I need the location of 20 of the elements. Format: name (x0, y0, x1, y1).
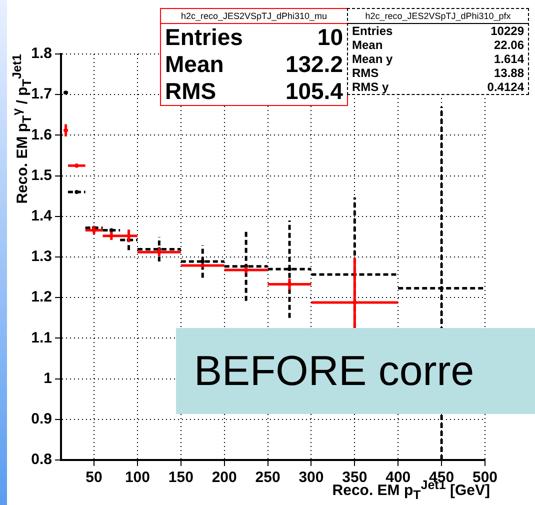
y-tick-label: 1.4 (31, 208, 53, 225)
y-tick-label: 1.5 (31, 166, 52, 184)
x-tick-label: 300 (298, 469, 324, 486)
y-tick-label: 1.3 (31, 248, 52, 266)
y-tick-label: 1.8 (31, 45, 52, 62)
y-tick-label: 1.6 (31, 126, 52, 144)
annotation: BEFORE corre (176, 328, 535, 414)
x-tick-label: 200 (212, 469, 237, 486)
y-tick-label: 1.1 (31, 329, 52, 346)
y-tick-label: 0.9 (31, 410, 52, 428)
x-tick-label: 250 (255, 469, 280, 486)
y-tick-label: 0.8 (31, 451, 52, 468)
y-tick-label: 1 (44, 370, 52, 387)
x-tick-label: 50 (86, 469, 102, 486)
text: h2c_reco_JES2VSpTJ_dPhi310_pfx Entries 10229 Mean 22.06 Mean y 1.614 RMS 13.88 RMS y 0.4124 (352, 11, 524, 94)
y-tick-label: 1.2 (31, 288, 52, 306)
y-tick-label: 1.7 (31, 86, 52, 103)
text: h2c_reco_JES2VSpTJ_dPhi310_mu Entries 10 Mean 132.2 RMS 105.4 (165, 11, 343, 104)
x-tick-label: 150 (168, 469, 194, 486)
x-tick-label: 100 (124, 469, 150, 486)
